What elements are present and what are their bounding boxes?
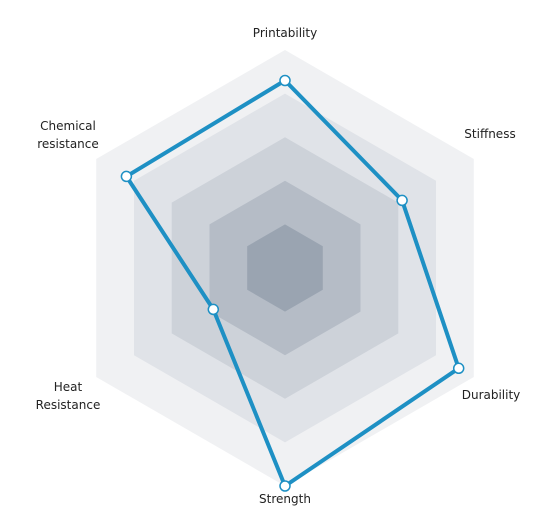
data-point-heat-resistance: [207, 303, 220, 316]
axis-label-chemical-resistance: Chemical resistance: [37, 119, 99, 151]
radar-band-level-1: [247, 224, 323, 312]
data-point-durability: [452, 362, 465, 375]
axis-label-durability: Durability: [462, 388, 521, 402]
axis-label-strength: Strength: [259, 492, 311, 506]
axis-label-stiffness: Stiffness: [464, 127, 515, 141]
data-point-chemical-resistance: [120, 170, 133, 183]
data-point-strength: [279, 480, 291, 492]
axis-label-printability: Printability: [253, 26, 317, 40]
data-point-stiffness: [396, 194, 408, 207]
radar-series-layer: [120, 74, 465, 492]
data-point-printability: [279, 74, 291, 87]
axis-label-heat-resistance: Heat Resistance: [36, 380, 101, 412]
axis-labels: Printability Stiffness Durability Strength H…: [36, 26, 521, 506]
radar-background-bands: [96, 50, 474, 486]
